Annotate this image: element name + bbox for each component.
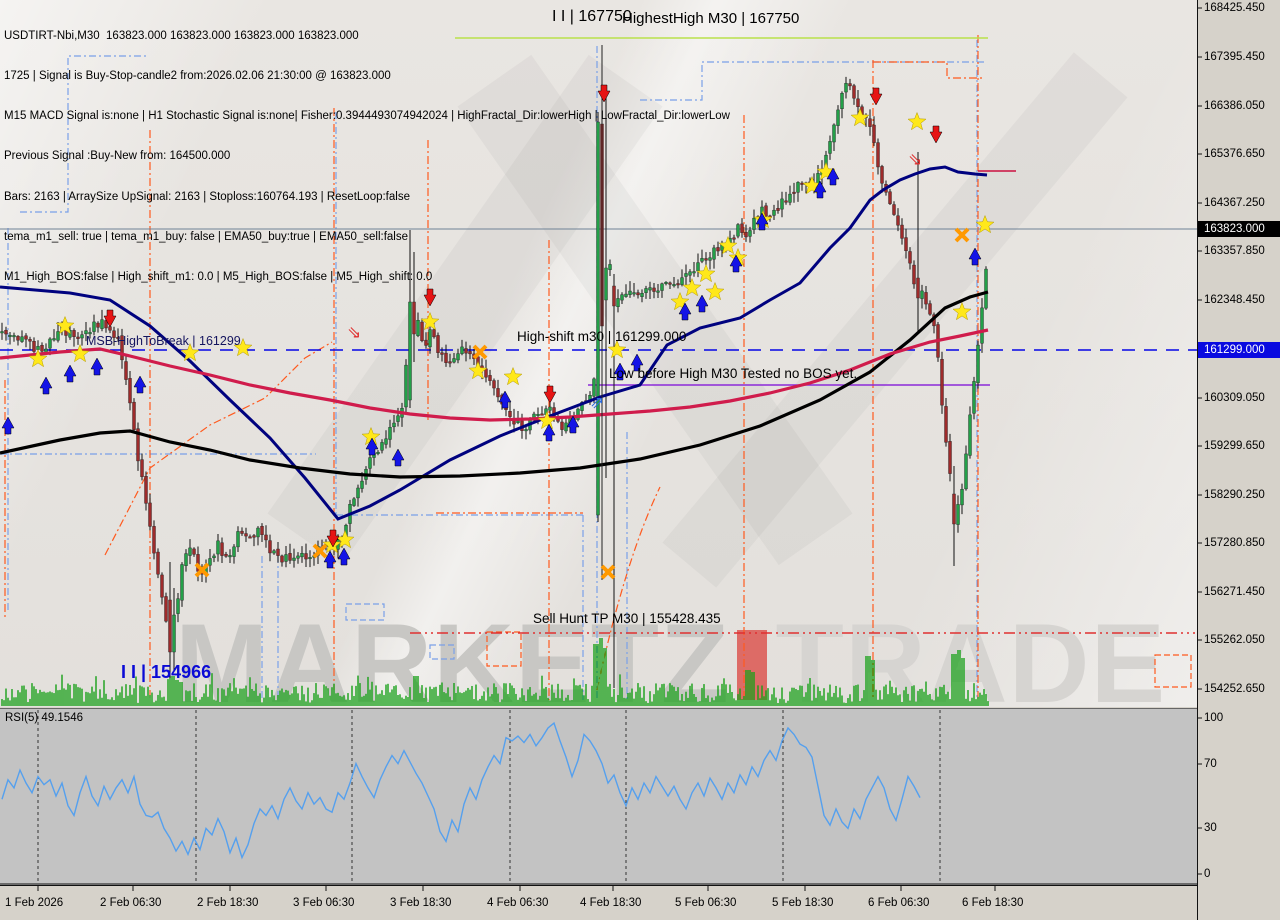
time-tick-label: 2 Feb 06:30 [100, 897, 162, 909]
time-tick-label: 2 Feb 18:30 [197, 897, 259, 909]
time-tick-label: 4 Feb 06:30 [487, 897, 549, 909]
rsi-tick-label: 100 [1204, 712, 1224, 724]
expert-info-panel: USDTIRT-Nbi,M30 163823.000 163823.000 16… [4, 3, 730, 311]
time-tick-label: 3 Feb 18:30 [390, 897, 452, 909]
price-tick-label: 167395.450 [1204, 51, 1265, 63]
time-tick-label: 3 Feb 06:30 [293, 897, 355, 909]
rsi-value-label: RSI(5) 49.1546 [5, 712, 83, 724]
price-tick-label: 162348.450 [1204, 294, 1265, 306]
sell-hunt-tp-label: Sell Hunt TP M30 | 155428.435 [533, 611, 721, 626]
info-line-bars: Bars: 2163 | ArraySize UpSignal: 2163 | … [4, 190, 410, 203]
price-tick-label: 164367.250 [1204, 197, 1265, 209]
price-tick-label: 158290.250 [1204, 489, 1265, 501]
watermark-divider-block [737, 630, 768, 701]
price-tick-label: 163357.850 [1204, 245, 1265, 257]
fractal-label-top: I I | 167750 [552, 8, 632, 25]
price-tick-label: 157280.850 [1204, 537, 1265, 549]
price-tick-label: 159299.650 [1204, 440, 1265, 452]
price-tick-label: 160309.050 [1204, 392, 1265, 404]
current-price-badge: 163823.000 [1198, 221, 1280, 237]
time-tick-label: 6 Feb 18:30 [962, 897, 1024, 909]
price-tick-label: 156271.450 [1204, 586, 1265, 598]
price-tick-label: 166386.050 [1204, 100, 1265, 112]
time-tick-label: 4 Feb 18:30 [580, 897, 642, 909]
broker-watermark: MARKETZ TRADE [175, 608, 1166, 720]
background-watermark-shape [662, 52, 1128, 588]
high-shift-label: High-shift m30 | 161299.000 [517, 329, 687, 344]
info-line-previous-signal: Previous Signal :Buy-New from: 164500.00… [4, 150, 231, 163]
rsi-tick-label: 0 [1204, 868, 1211, 880]
fractal-label-bottom: I I | 154966 [121, 662, 212, 682]
time-scale[interactable]: 1 Feb 2026 2 Feb 06:30 2 Feb 18:30 3 Feb 06… [0, 885, 1197, 920]
info-line-indicators: M15 MACD Signal is:none | H1 Stochastic … [4, 110, 730, 123]
price-tick-label: 155262.050 [1204, 634, 1265, 646]
rsi-tick-label: 30 [1204, 822, 1217, 834]
time-tick-label: 6 Feb 06:30 [868, 897, 930, 909]
msb-high-to-break-label: MSB-HighToBreak | 161299 [86, 334, 241, 348]
rsi-indicator-pane[interactable] [0, 708, 1197, 885]
info-line-symbol: USDTIRT-Nbi,M30 163823.000 163823.000 16… [4, 29, 359, 42]
highest-high-label: HighestHigh M30 | 167750 [622, 10, 800, 27]
info-line-signal: 1725 | Signal is Buy-Stop-candle2 from:2… [4, 70, 391, 83]
time-tick-label: 5 Feb 06:30 [675, 897, 737, 909]
time-tick-label: 5 Feb 18:30 [772, 897, 834, 909]
info-line-tema: tema_m1_sell: true | tema_m1_buy: false … [4, 230, 408, 243]
price-scale[interactable]: 168425.450 167395.450 166386.050 165376.650… [1197, 0, 1280, 920]
current-price-badge: 161299.000 [1198, 342, 1280, 358]
price-tick-label: 165376.650 [1204, 148, 1265, 160]
info-line-bos: M1_High_BOS:false | High_shift_m1: 0.0 |… [4, 271, 433, 284]
price-tick-label: 168425.450 [1204, 2, 1265, 14]
time-tick-label: 1 Feb 2026 [5, 897, 64, 909]
price-tick-label: 154252.650 [1204, 683, 1265, 695]
low-before-high-label: Low before High M30 Tested no BOS yet. [609, 366, 858, 381]
rsi-tick-label: 70 [1204, 758, 1217, 770]
